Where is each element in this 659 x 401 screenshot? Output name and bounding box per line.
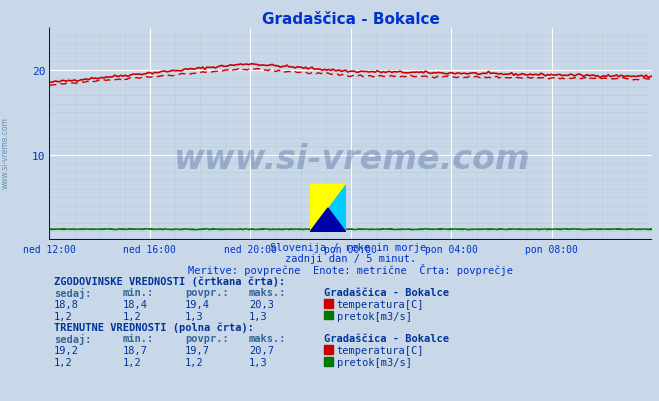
Text: 1,3: 1,3 — [249, 311, 268, 321]
Bar — [324, 299, 333, 308]
Text: 1,2: 1,2 — [185, 357, 204, 367]
Text: Slovenija / reke in morje.: Slovenija / reke in morje. — [270, 242, 432, 252]
Text: 1,2: 1,2 — [54, 311, 72, 321]
Text: 20,7: 20,7 — [249, 345, 274, 355]
Text: 19,7: 19,7 — [185, 345, 210, 355]
Text: ZGODOVINSKE VREDNOSTI (črtkana črta):: ZGODOVINSKE VREDNOSTI (črtkana črta): — [54, 275, 285, 286]
Text: zadnji dan / 5 minut.: zadnji dan / 5 minut. — [285, 253, 416, 263]
Text: Gradaščica - Bokalce: Gradaščica - Bokalce — [324, 287, 449, 297]
Text: 18,4: 18,4 — [123, 299, 148, 309]
Title: Gradaščica - Bokalce: Gradaščica - Bokalce — [262, 12, 440, 27]
Text: sedaj:: sedaj: — [54, 333, 92, 344]
Text: maks.:: maks.: — [249, 333, 287, 343]
Text: min.:: min.: — [123, 287, 154, 297]
Text: Gradaščica - Bokalce: Gradaščica - Bokalce — [324, 333, 449, 343]
Text: povpr.:: povpr.: — [185, 287, 229, 297]
Text: www.si-vreme.com: www.si-vreme.com — [1, 117, 10, 188]
Text: www.si-vreme.com: www.si-vreme.com — [173, 143, 529, 176]
Text: 1,3: 1,3 — [185, 311, 204, 321]
Text: 1,2: 1,2 — [54, 357, 72, 367]
Text: pretok[m3/s]: pretok[m3/s] — [337, 357, 412, 367]
Text: 19,4: 19,4 — [185, 299, 210, 309]
Text: 18,8: 18,8 — [54, 299, 79, 309]
Text: temperatura[C]: temperatura[C] — [337, 299, 424, 309]
Text: 20,3: 20,3 — [249, 299, 274, 309]
Text: min.:: min.: — [123, 333, 154, 343]
Text: TRENUTNE VREDNOSTI (polna črta):: TRENUTNE VREDNOSTI (polna črta): — [54, 322, 254, 332]
Text: 19,2: 19,2 — [54, 345, 79, 355]
Text: pretok[m3/s]: pretok[m3/s] — [337, 311, 412, 321]
Bar — [324, 357, 333, 366]
Text: maks.:: maks.: — [249, 287, 287, 297]
Polygon shape — [310, 184, 346, 233]
Bar — [324, 345, 333, 354]
Bar — [324, 311, 333, 320]
Text: 1,3: 1,3 — [249, 357, 268, 367]
Text: sedaj:: sedaj: — [54, 287, 92, 298]
Polygon shape — [310, 209, 346, 233]
Text: povpr.:: povpr.: — [185, 333, 229, 343]
Text: 1,2: 1,2 — [123, 311, 142, 321]
Text: 1,2: 1,2 — [123, 357, 142, 367]
Polygon shape — [310, 184, 346, 233]
Text: temperatura[C]: temperatura[C] — [337, 345, 424, 355]
Text: Meritve: povprečne  Enote: metrične  Črta: povprečje: Meritve: povprečne Enote: metrične Črta:… — [188, 264, 513, 276]
Text: 18,7: 18,7 — [123, 345, 148, 355]
